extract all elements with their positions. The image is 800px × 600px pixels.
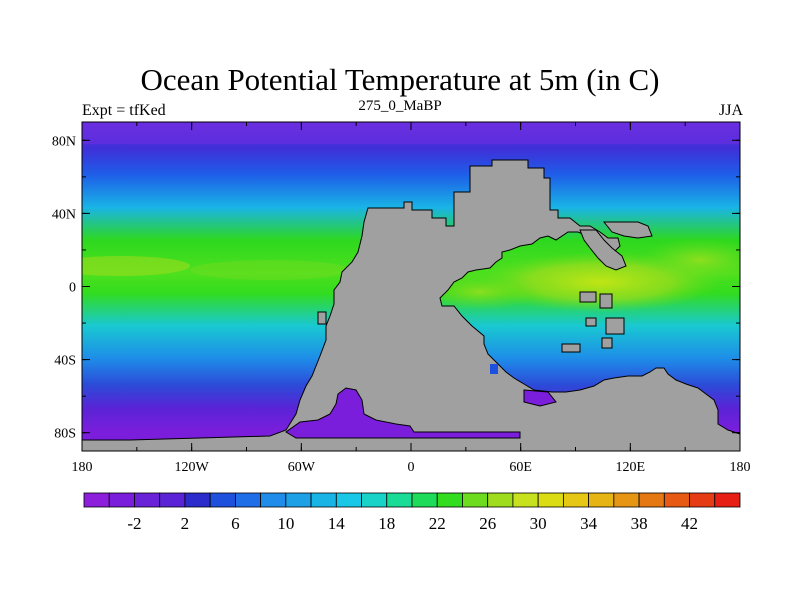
arctic-cold-band <box>82 122 740 144</box>
colorbar-swatch <box>209 492 236 508</box>
experiment-label: Expt = tfKed <box>82 102 166 119</box>
lat-tick-label: 40S <box>54 354 76 369</box>
colorbar-swatch <box>411 492 438 508</box>
colorbar-swatch <box>134 492 161 508</box>
colorbar-label: 42 <box>681 514 698 533</box>
colorbar-swatch <box>714 492 741 508</box>
colorbar-label: 6 <box>231 514 240 533</box>
lat-tick-label: 40N <box>52 207 76 222</box>
lat-tick-label: 0 <box>69 281 76 296</box>
colorbar-swatch <box>335 492 362 508</box>
colorbar-swatch <box>562 492 590 508</box>
island-2 <box>599 293 613 309</box>
cold-patch <box>490 364 498 374</box>
colorbar-swatch <box>310 492 337 508</box>
colorbar-swatch <box>462 492 489 508</box>
chart-title: Ocean Potential Temperature at 5m (in C) <box>140 62 660 97</box>
lon-tick-label: 180 <box>72 460 93 475</box>
cold-sea-southeast <box>523 389 557 407</box>
lat-tick-label: 80S <box>54 427 76 442</box>
lat-tick-label: 80N <box>52 134 76 149</box>
colorbar-swatch <box>689 492 716 508</box>
island-6 <box>561 343 581 353</box>
colorbar-label: -2 <box>127 514 141 533</box>
warm-tongue-west <box>82 256 190 276</box>
colorbar-swatch <box>537 492 564 508</box>
colorbar-swatch <box>588 492 615 508</box>
island-1 <box>579 291 597 303</box>
map-plot-area <box>82 122 740 451</box>
colorbar-swatch <box>285 492 312 508</box>
colorbar-swatch <box>108 492 135 508</box>
warm-tongue-central <box>190 260 350 280</box>
island-5 <box>601 337 613 349</box>
island-3 <box>585 317 597 327</box>
colorbar-swatch <box>436 492 463 508</box>
colorbar-swatch <box>512 492 539 508</box>
lon-tick-label: 120W <box>175 460 210 475</box>
colorbar-swatch <box>638 492 665 508</box>
colorbar-swatch <box>487 492 514 508</box>
colorbar-label: 30 <box>530 514 547 533</box>
season-label: JJA <box>718 102 743 119</box>
colorbar-label: 38 <box>631 514 648 533</box>
colorbar-label: 26 <box>479 514 496 533</box>
time-label: 275_0_MaBP <box>358 98 442 114</box>
colorbar-label: 14 <box>328 514 346 533</box>
colorbar-swatch <box>234 492 262 508</box>
island-7 <box>317 311 327 325</box>
warm-pool-far-east <box>640 238 740 282</box>
colorbar-label: 2 <box>181 514 190 533</box>
cold-sea-south <box>285 387 521 439</box>
colorbar-swatch <box>361 492 388 508</box>
colorbar-swatch <box>386 492 413 508</box>
lon-tick-label: 180 <box>730 460 751 475</box>
lat-axis: 80N 40N 0 40S 80S <box>52 134 740 442</box>
colorbar-swatch <box>613 492 640 508</box>
lon-tick-label: 60E <box>509 460 532 475</box>
land-pangaea <box>82 159 740 451</box>
colorbar-label: 34 <box>580 514 598 533</box>
land-cimmeria <box>579 229 627 271</box>
colorbar-swatch <box>184 492 211 508</box>
land-east-block <box>602 221 653 239</box>
lon-tick-label: 0 <box>408 460 415 475</box>
colorbar: -2 2 6 10 14 18 22 26 30 34 38 42 <box>83 492 741 533</box>
colorbar-swatch <box>83 492 110 508</box>
lon-tick-label: 120E <box>616 460 646 475</box>
colorbar-swatch <box>159 492 186 508</box>
lon-tick-label: 60W <box>288 460 316 475</box>
colorbar-label: 22 <box>429 514 446 533</box>
colorbar-label: 10 <box>277 514 294 533</box>
colorbar-label: 18 <box>378 514 395 533</box>
island-4 <box>605 317 625 335</box>
colorbar-swatch <box>260 492 287 508</box>
lon-axis: 180 120W 60W 0 60E 120E 180 <box>72 122 751 475</box>
colorbar-swatch <box>663 492 690 508</box>
